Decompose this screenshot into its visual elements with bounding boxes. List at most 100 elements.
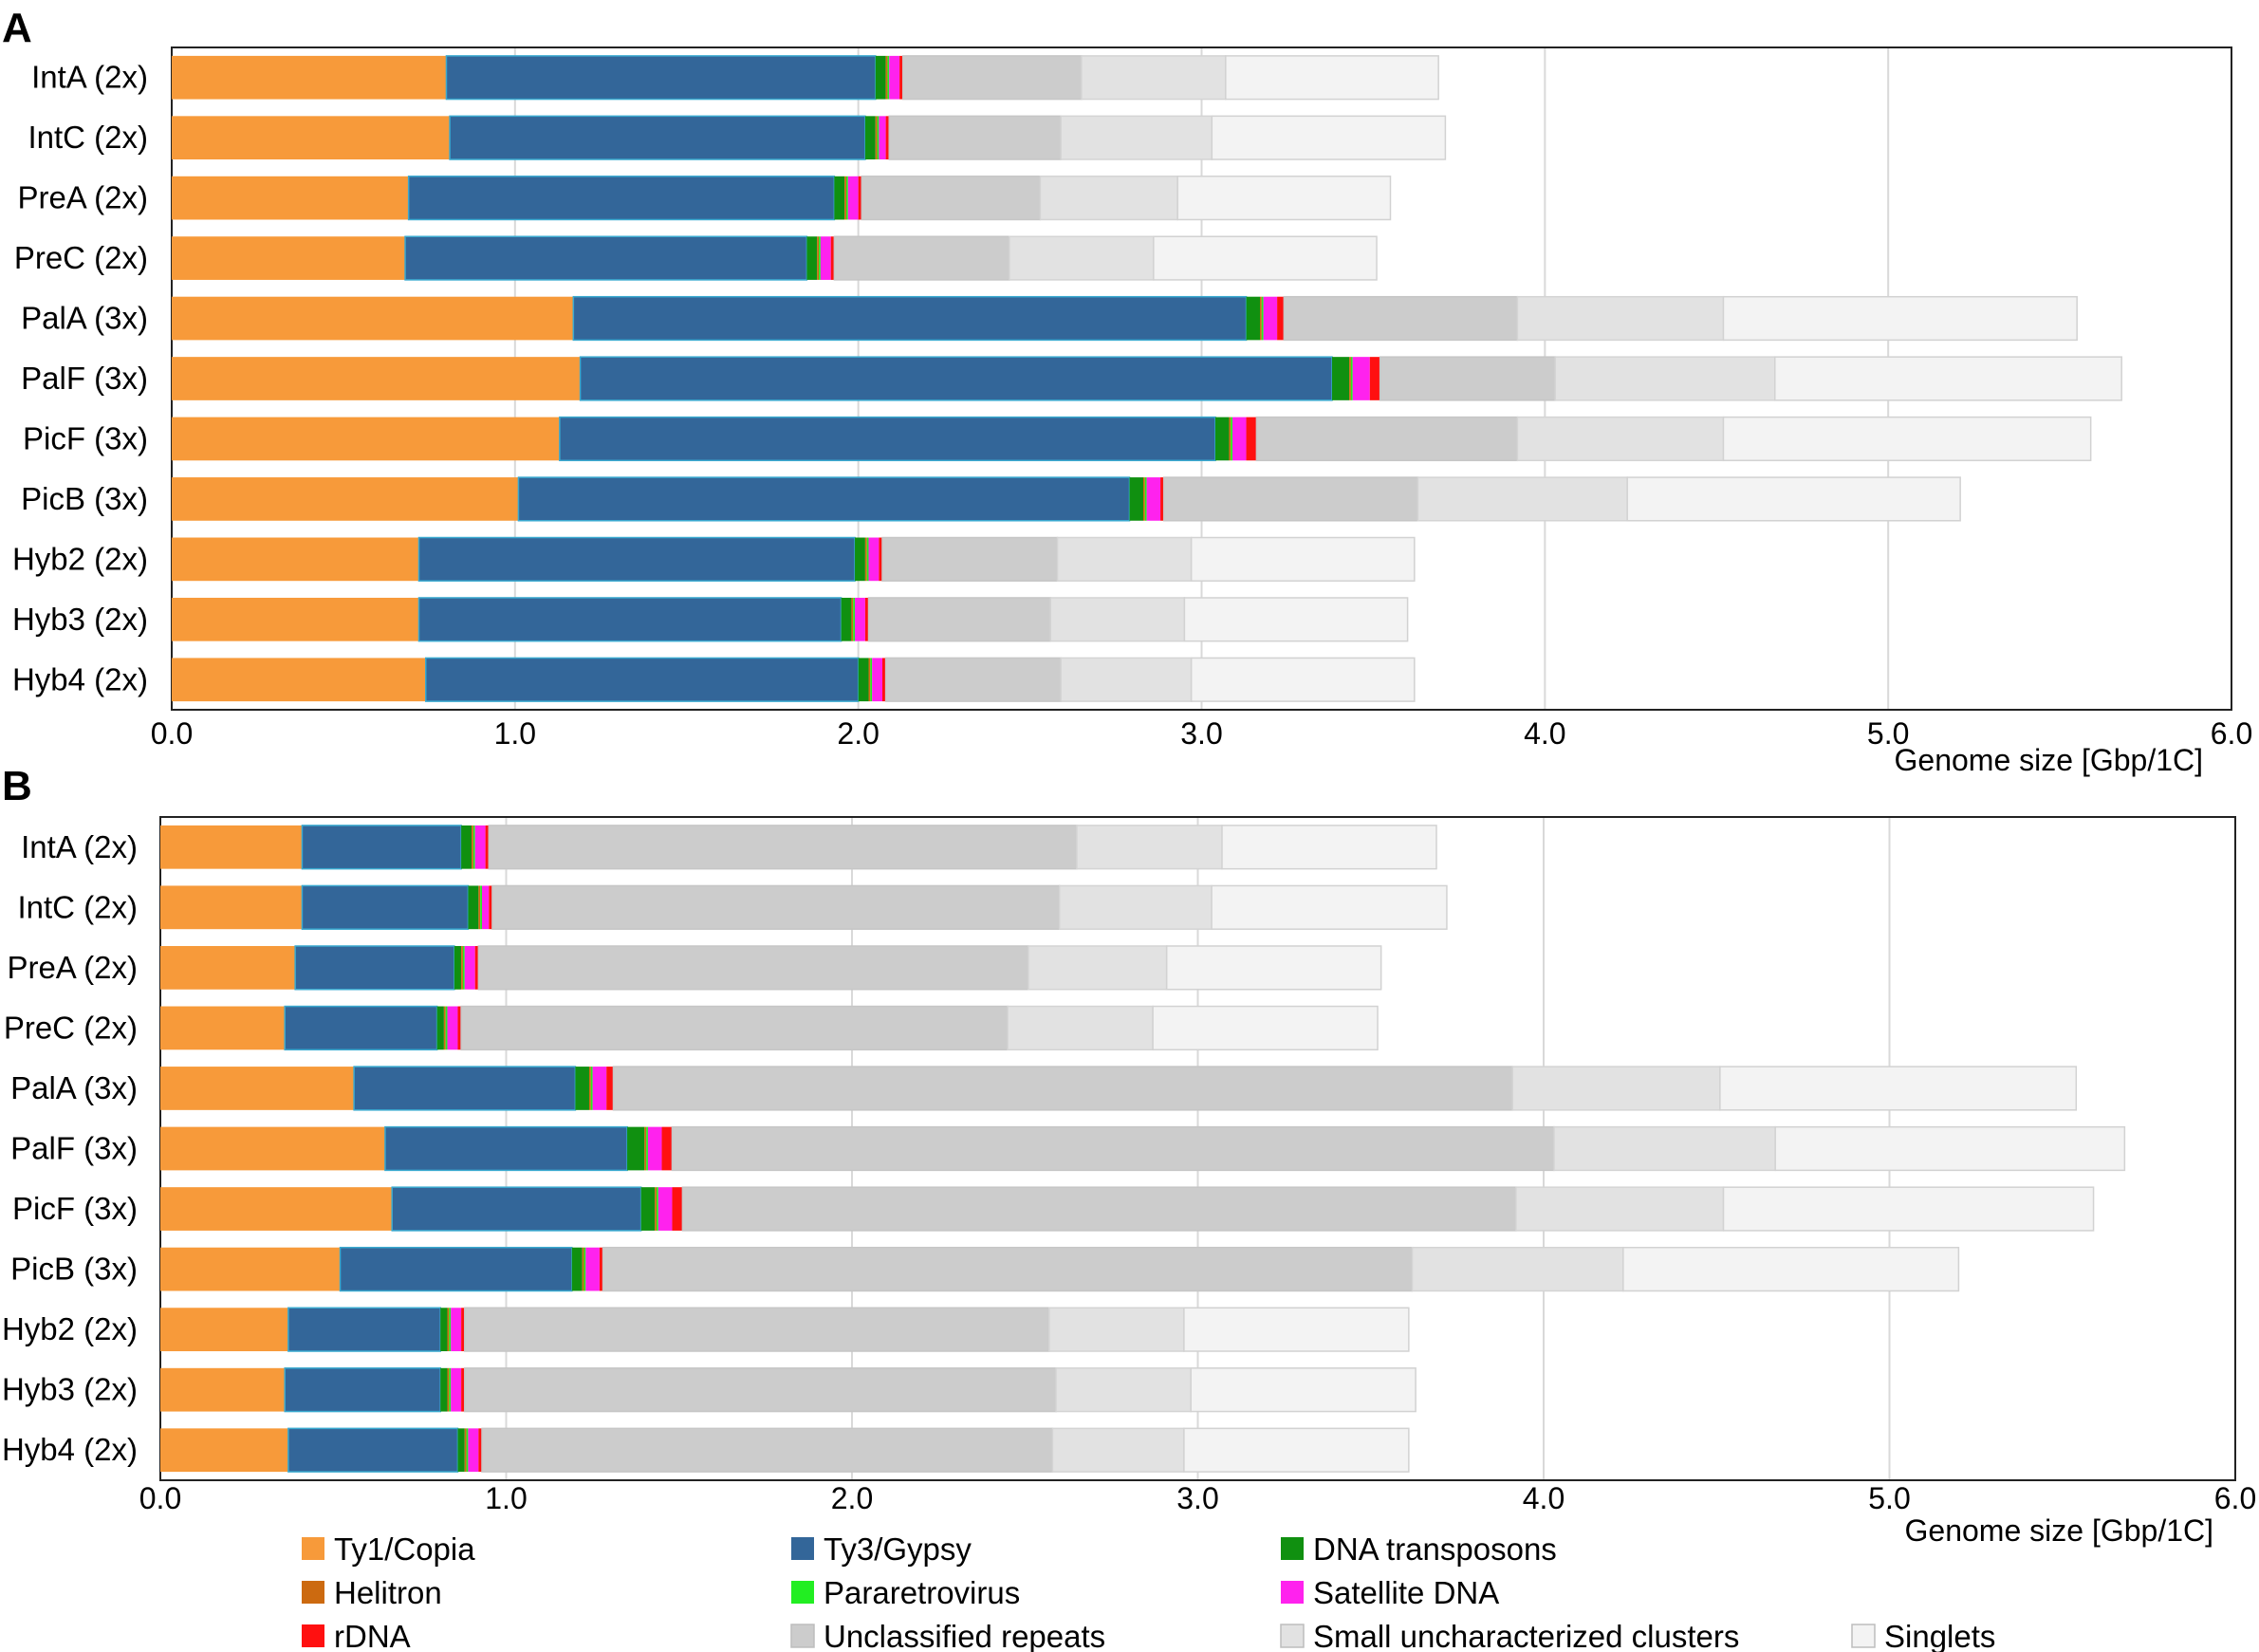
bar-ty1-copia <box>160 1308 288 1352</box>
bar-ty1-copia <box>160 1126 385 1171</box>
bar-ty3-gypsy <box>417 597 842 642</box>
bar-ty1-copia <box>160 1428 288 1473</box>
bar-pararetrovirus <box>583 1247 586 1291</box>
bar-satellite-dna <box>1232 417 1247 461</box>
bar-dna-transposons <box>1246 296 1261 341</box>
bar-dna-transposons <box>627 1126 645 1171</box>
bar-small-uncharacterized-clusters <box>1056 536 1193 582</box>
x-tick-label: 2.0 <box>831 1481 873 1515</box>
bar-ty1-copia <box>172 176 409 220</box>
bar-small-uncharacterized-clusters <box>1411 1246 1624 1292</box>
bar-pararetrovirus <box>1350 357 1353 400</box>
bar-singlets <box>1211 884 1448 930</box>
bar-satellite-dna <box>657 1187 673 1231</box>
bar-singlets <box>1626 476 1961 522</box>
bar-satellite-dna <box>468 1428 479 1473</box>
bar-singlets <box>1622 1246 1960 1292</box>
bar-dna-transposons <box>806 236 818 280</box>
bar-helitron <box>447 1308 450 1352</box>
category-label: PicB (3x) <box>10 1252 138 1287</box>
x-tick-label: 3.0 <box>1180 716 1222 751</box>
bar-helitron <box>582 1247 584 1291</box>
category-label: Hyb3 (2x) <box>2 1372 138 1407</box>
bar-rdna <box>672 1187 683 1231</box>
bar-singlets <box>1221 825 1437 870</box>
bar-pararetrovirus <box>462 945 465 990</box>
legend-label: Ty1/Copia <box>334 1531 475 1567</box>
bar-pararetrovirus <box>657 1187 658 1231</box>
x-tick-label: 2.0 <box>837 716 879 751</box>
bar-rdna <box>461 1308 465 1352</box>
bar-unclassified-repeats <box>884 657 1062 702</box>
bar-ty3-gypsy <box>301 825 462 870</box>
bar-unclassified-repeats <box>612 1066 1513 1111</box>
bar-ty3-gypsy <box>294 945 455 991</box>
legend-swatch-dna-transposons <box>1281 1537 1304 1560</box>
bar-small-uncharacterized-clusters <box>1417 476 1628 522</box>
bar-pararetrovirus <box>480 885 482 930</box>
bar-helitron <box>588 1067 591 1110</box>
bar-small-uncharacterized-clusters <box>1007 1005 1154 1051</box>
bar-helitron <box>478 885 481 930</box>
bar-rdna <box>881 658 886 702</box>
bar-pararetrovirus <box>870 658 873 702</box>
bar-pararetrovirus <box>1144 477 1147 521</box>
x-tick-label: 5.0 <box>1868 1481 1910 1515</box>
bar-rdna <box>885 116 890 160</box>
bar-satellite-dna <box>868 537 880 582</box>
bar-ty3-gypsy <box>284 1367 441 1413</box>
bar-unclassified-repeats <box>861 176 1042 221</box>
bar-helitron <box>443 1006 446 1050</box>
bar-pararetrovirus <box>866 537 869 582</box>
bar-small-uncharacterized-clusters <box>1049 597 1186 642</box>
bar-unclassified-repeats <box>1283 295 1519 342</box>
bar-ty1-copia <box>172 597 419 641</box>
bar-unclassified-repeats <box>602 1246 1414 1292</box>
bar-ty1-copia <box>172 477 519 521</box>
bar-ty1-copia <box>160 945 296 990</box>
bar-satellite-dna <box>847 176 859 220</box>
bar-dna-transposons <box>841 597 852 641</box>
bar-singlets <box>1774 1125 2126 1172</box>
bar-singlets <box>1722 295 2078 342</box>
bar-dna-transposons <box>1129 477 1143 521</box>
bar-singlets <box>1722 1186 2095 1232</box>
bar-small-uncharacterized-clusters <box>1051 1427 1185 1473</box>
bar-rdna <box>864 597 869 641</box>
bar-satellite-dna <box>889 55 900 100</box>
bar-dna-transposons <box>864 116 876 160</box>
bar-helitron <box>472 825 473 869</box>
bar-dna-transposons <box>1214 417 1230 461</box>
bar-satellite-dna <box>481 885 490 930</box>
bar-singlets <box>1225 55 1439 101</box>
bar-dna-transposons <box>461 825 472 869</box>
bar-ty1-copia <box>172 658 426 702</box>
bar-helitron <box>644 1126 647 1171</box>
bar-small-uncharacterized-clusters <box>1060 657 1193 702</box>
bar-unclassified-repeats <box>681 1186 1517 1232</box>
bar-satellite-dna <box>879 116 886 160</box>
bar-ty1-copia <box>160 1187 393 1231</box>
bar-unclassified-repeats <box>460 1005 1009 1051</box>
bar-rdna <box>830 236 835 280</box>
bar-small-uncharacterized-clusters <box>1081 55 1227 101</box>
bar-pararetrovirus <box>877 116 880 160</box>
bar-ty3-gypsy <box>391 1186 642 1232</box>
bar-pararetrovirus <box>1231 417 1233 461</box>
bar-singlets <box>1183 1427 1410 1473</box>
category-label: PalA (3x) <box>21 301 148 336</box>
bar-ty1-copia <box>172 357 581 400</box>
bar-helitron <box>851 597 854 641</box>
bar-rdna <box>478 1428 482 1473</box>
bar-ty3-gypsy <box>572 295 1248 342</box>
bar-rdna <box>1277 296 1285 341</box>
bar-singlets <box>1165 945 1382 991</box>
bar-satellite-dna <box>647 1126 662 1171</box>
bar-helitron <box>464 1428 467 1473</box>
bar-satellite-dna <box>447 1006 458 1050</box>
bar-singlets <box>1176 176 1392 221</box>
bar-unclassified-repeats <box>1255 416 1519 462</box>
bar-pararetrovirus <box>1261 296 1264 341</box>
bar-helitron <box>461 945 463 990</box>
legend-swatch-helitron <box>302 1581 324 1604</box>
